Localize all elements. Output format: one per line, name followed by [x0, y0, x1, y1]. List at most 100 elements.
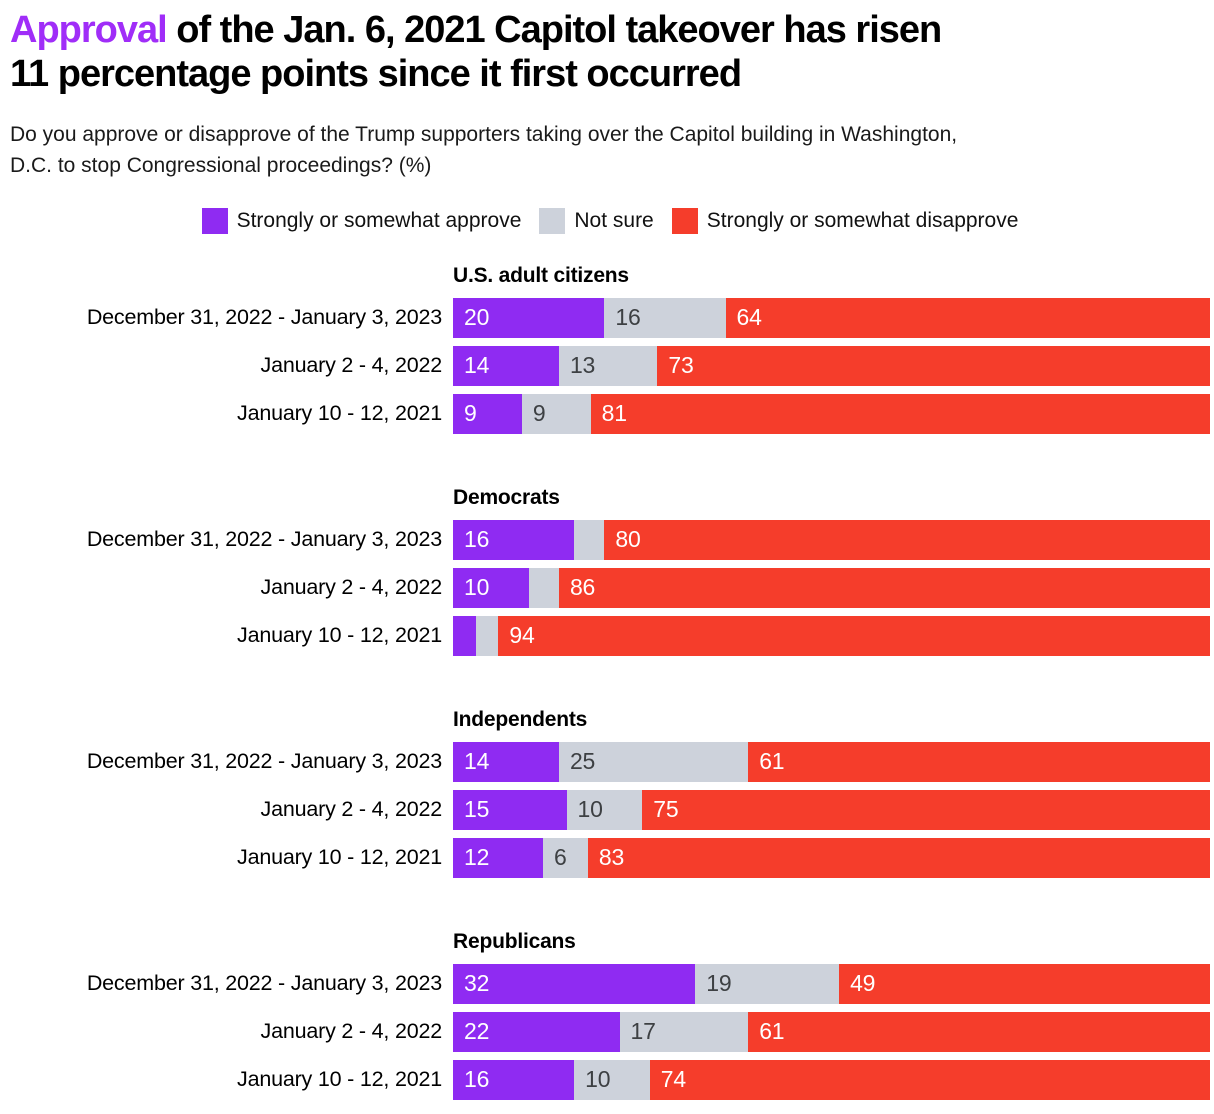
bar-segment-disapprove: 73: [657, 345, 1210, 386]
bar-value-label: 81: [601, 400, 627, 427]
bar-value-label: 61: [759, 1018, 785, 1045]
bar-segment-approve: 22: [453, 1011, 620, 1052]
bar-value-label: 22: [464, 1018, 490, 1045]
subtitle-line-2: D.C. to stop Congressional proceedings? …: [10, 154, 432, 178]
bar-value-label: 75: [653, 796, 679, 823]
stacked-bar: 14 25 61: [453, 741, 1210, 782]
bar-value-label: 15: [464, 796, 490, 823]
bar-value-label: 74: [660, 1066, 686, 1093]
stacked-bar: 22 17 61: [453, 1011, 1210, 1052]
title-rest-line1: of the Jan. 6, 2021 Capitol takeover has…: [166, 9, 942, 51]
bar-segment-disapprove: 61: [748, 1011, 1210, 1052]
bar-value-label: 86: [569, 574, 596, 601]
row-date-label: December 31, 2022 - January 3, 2023: [86, 527, 442, 552]
bar-segment-approve: 32: [453, 963, 696, 1004]
legend: Strongly or somewhat approve Not sure St…: [10, 207, 1210, 234]
row-date-label: January 10 - 12, 2021: [237, 1067, 442, 1092]
bar-row: January 10 - 12, 2021 94: [10, 615, 1210, 656]
row-date-label: January 10 - 12, 2021: [237, 845, 442, 870]
bar-value-label: 16: [464, 526, 490, 553]
bar-row: January 2 - 4, 2022 14 13 73: [10, 345, 1210, 386]
row-date-label: December 31, 2022 - January 3, 2023: [86, 971, 442, 996]
stacked-bar: 94: [453, 615, 1210, 656]
bar-segment-disapprove: 83: [587, 837, 1210, 878]
bar-row: December 31, 2022 - January 3, 2023 16 80: [10, 519, 1210, 560]
bar-value-label: 10: [577, 796, 603, 823]
bar-value-label: 61: [759, 748, 785, 775]
legend-label-not-sure: Not sure: [574, 208, 654, 232]
bar-segment-approve: 20: [453, 297, 605, 338]
bar-segment-not-sure: 25: [558, 741, 749, 782]
bar-value-label: 13: [569, 352, 596, 379]
bar-row: December 31, 2022 - January 3, 2023 20 16 6…: [10, 297, 1210, 338]
bar-segment-approve: 15: [453, 789, 567, 830]
stacked-bar: 16 10 74: [453, 1059, 1210, 1100]
bar-value-label: 14: [464, 748, 490, 775]
chart-group: Democrats December 31, 2022 - January 3, …: [10, 486, 1210, 656]
bar-segment-not-sure: 17: [619, 1011, 749, 1052]
bar-value-label: 20: [464, 304, 490, 331]
bar-value-label: 49: [850, 970, 876, 997]
bar-row: December 31, 2022 - January 3, 2023 14 25 6…: [10, 741, 1210, 782]
bar-segment-not-sure: [574, 519, 605, 560]
bar-segment-not-sure: 19: [695, 963, 840, 1004]
stacked-bar: 15 10 75: [453, 789, 1210, 830]
bar-value-label: 73: [668, 352, 694, 379]
bar-segment-disapprove: 61: [748, 741, 1210, 782]
group-header: U.S. adult citizens: [453, 263, 629, 287]
group-header: Independents: [453, 707, 588, 731]
bar-segment-approve: 14: [453, 345, 559, 386]
title-line2: 11 percentage points since it first occu…: [10, 53, 742, 96]
bar-value-label: 10: [464, 574, 490, 601]
row-date-label: December 31, 2022 - January 3, 2023: [86, 749, 442, 774]
bar-segment-disapprove: 80: [604, 519, 1210, 560]
bar-value-label: 9: [532, 400, 546, 427]
bar-segment-not-sure: 10: [574, 1059, 650, 1100]
bar-row: December 31, 2022 - January 3, 2023 32 19 4…: [10, 963, 1210, 1004]
not-sure-swatch-icon: [539, 207, 566, 234]
stacked-bar: 10 86: [453, 567, 1210, 608]
bar-segment-not-sure: 10: [566, 789, 643, 830]
row-date-label: January 2 - 4, 2022: [260, 353, 443, 378]
bar-value-label: 12: [464, 844, 490, 871]
bar-segment-not-sure: 6: [542, 837, 588, 878]
chart-group: Independents December 31, 2022 - January …: [10, 708, 1210, 878]
bar-value-label: 10: [585, 1066, 611, 1093]
bar-segment-approve: 14: [453, 741, 559, 782]
bar-segment-not-sure: [528, 567, 559, 608]
bar-segment-disapprove: 64: [725, 297, 1210, 338]
bar-value-label: 16: [464, 1066, 490, 1093]
bar-value-label: 32: [464, 970, 490, 997]
bar-segment-approve: [453, 615, 476, 656]
bar-segment-disapprove: 86: [558, 567, 1210, 608]
bar-segment-not-sure: 16: [604, 297, 726, 338]
disapprove-swatch-icon: [671, 207, 698, 234]
bar-segment-disapprove: 75: [642, 789, 1210, 830]
stacked-bar: 16 80: [453, 519, 1210, 560]
bar-value-label: 6: [553, 844, 567, 871]
group-header: Republicans: [453, 929, 576, 953]
bar-segment-disapprove: 49: [839, 963, 1210, 1004]
bar-value-label: 19: [706, 970, 732, 997]
bar-value-label: 80: [615, 526, 641, 553]
bar-row: January 10 - 12, 2021 9 9 81: [10, 393, 1210, 434]
chart-group: U.S. adult citizens December 31, 2022 - J…: [10, 264, 1210, 434]
bar-value-label: 25: [569, 748, 596, 775]
approve-swatch-icon: [201, 207, 228, 234]
bar-value-label: 83: [598, 844, 625, 871]
row-date-label: January 2 - 4, 2022: [260, 797, 443, 822]
bar-row: January 2 - 4, 2022 10 86: [10, 567, 1210, 608]
legend-label-disapprove: Strongly or somewhat disapprove: [706, 208, 1019, 232]
row-date-label: January 10 - 12, 2021: [237, 623, 442, 648]
row-date-label: December 31, 2022 - January 3, 2023: [86, 305, 442, 330]
stacked-bar: 20 16 64: [453, 297, 1210, 338]
stacked-bar: 9 9 81: [453, 393, 1210, 434]
bar-segment-not-sure: [475, 615, 499, 656]
bar-segment-not-sure: 9: [521, 393, 591, 434]
bar-row: January 10 - 12, 2021 16 10 74: [10, 1059, 1210, 1100]
bar-row: January 2 - 4, 2022 22 17 61: [10, 1011, 1210, 1052]
page-title: Approval of the Jan. 6, 2021 Capitol tak…: [10, 8, 1210, 97]
bar-segment-approve: 12: [453, 837, 543, 878]
bar-segment-approve: 16: [453, 519, 575, 560]
